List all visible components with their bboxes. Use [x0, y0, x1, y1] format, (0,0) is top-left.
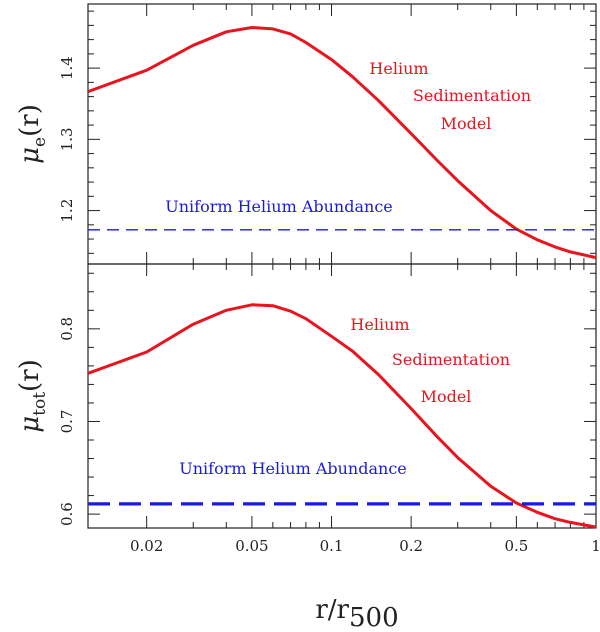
bottom-tick-marks: [88, 264, 597, 528]
top-ylabel-symbol: μ: [15, 147, 45, 164]
y-tick-label: 0.8: [58, 317, 76, 341]
top-ylabel-subscript: e: [30, 137, 50, 147]
x-tick-label: 0.05: [235, 537, 268, 555]
sedimentation-model-line: [87, 303, 597, 529]
y-tick-label: 0.7: [58, 410, 76, 434]
top-series: [87, 26, 597, 260]
bottom-ylabel-subscript: tot: [30, 392, 50, 416]
bottom-panel: 0.6 0.7 0.8 0.02 0.05 0.1 0.2 0.5 1 Helium Sedi…: [15, 263, 600, 632]
x-tick-label: 0.5: [504, 537, 528, 555]
x-tick-label: 0.1: [320, 537, 344, 555]
y-tick-label: 0.6: [58, 502, 76, 526]
top-ylabel-arg: (r): [15, 104, 45, 137]
top-plot-frame: [87, 3, 597, 265]
y-tick-label: 1.4: [58, 56, 76, 80]
top-y-axis-title: μe(r): [15, 104, 50, 164]
x-tick-label: 0.2: [399, 537, 423, 555]
top-annot-sedimentation: Sedimentation: [413, 86, 531, 105]
bottom-annot-uniform: Uniform Helium Abundance: [179, 459, 407, 478]
x-tick-label: 1: [591, 537, 600, 555]
x-axis-title: r/r500: [315, 595, 398, 632]
xlabel-subscript: 500: [349, 603, 399, 632]
y-tick-label: 1.3: [58, 127, 76, 151]
bottom-series: [87, 303, 597, 529]
top-y-tick-labels: 1.2 1.3 1.4: [58, 56, 76, 222]
bottom-y-tick-labels: 0.6 0.7 0.8: [58, 317, 76, 526]
bottom-x-tick-labels: 0.02 0.05 0.1 0.2 0.5 1: [130, 537, 600, 555]
bottom-plot-frame: [87, 263, 597, 529]
bottom-annot-model: Model: [421, 387, 472, 406]
y-tick-label: 1.2: [58, 199, 76, 223]
xlabel-base: r/r: [315, 595, 349, 625]
x-tick-label: 0.02: [130, 537, 163, 555]
bottom-ylabel-arg: (r): [15, 359, 45, 392]
sedimentation-model-line: [87, 26, 597, 260]
top-tick-marks: [88, 4, 597, 264]
bottom-ylabel-symbol: μ: [15, 416, 45, 433]
top-annot-model: Model: [441, 114, 492, 133]
bottom-annot-sedimentation: Sedimentation: [392, 350, 510, 369]
bottom-annot-helium: Helium: [350, 315, 409, 334]
top-annot-helium: Helium: [369, 59, 428, 78]
top-annot-uniform: Uniform Helium Abundance: [165, 197, 393, 216]
top-panel: 1.2 1.3 1.4 Helium Sedimentation Model Uni…: [15, 3, 597, 265]
bottom-y-axis-title: μtot(r): [15, 359, 50, 433]
